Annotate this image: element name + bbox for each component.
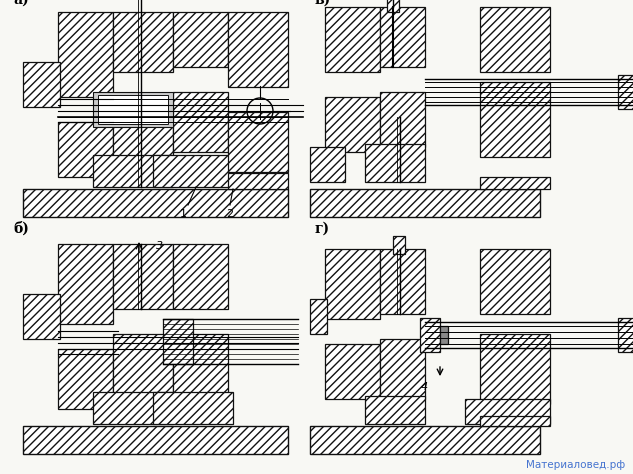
- Bar: [380, 7, 425, 67]
- Bar: [325, 97, 380, 152]
- Bar: [380, 249, 425, 314]
- Bar: [153, 155, 233, 187]
- Text: 3: 3: [156, 241, 163, 251]
- Bar: [480, 7, 550, 72]
- Bar: [420, 318, 440, 352]
- Text: 1: 1: [180, 209, 187, 219]
- Text: в): в): [315, 0, 331, 7]
- Bar: [113, 12, 173, 72]
- Bar: [618, 318, 633, 352]
- Bar: [58, 349, 113, 409]
- Text: а): а): [13, 0, 28, 7]
- Bar: [480, 249, 550, 314]
- Bar: [310, 426, 540, 454]
- Bar: [228, 173, 288, 189]
- Bar: [440, 326, 448, 344]
- Bar: [113, 97, 173, 157]
- Bar: [173, 244, 228, 309]
- Bar: [380, 92, 425, 147]
- Bar: [153, 392, 233, 424]
- Text: б): б): [13, 222, 29, 236]
- Bar: [58, 122, 113, 177]
- Text: Материаловед.рф: Материаловед.рф: [526, 460, 625, 470]
- Bar: [93, 392, 173, 424]
- Bar: [58, 12, 113, 97]
- Bar: [480, 334, 550, 404]
- Bar: [480, 177, 550, 189]
- Bar: [228, 112, 288, 172]
- Bar: [58, 244, 113, 324]
- Bar: [98, 95, 168, 124]
- Bar: [310, 189, 540, 217]
- Bar: [23, 189, 288, 217]
- Bar: [228, 12, 288, 87]
- Text: 4: 4: [421, 382, 428, 392]
- Bar: [480, 416, 550, 426]
- Bar: [173, 12, 228, 67]
- Bar: [310, 299, 327, 334]
- Bar: [618, 75, 633, 109]
- Bar: [365, 396, 425, 424]
- Bar: [465, 399, 550, 424]
- Bar: [387, 0, 399, 12]
- Text: 2: 2: [227, 209, 234, 219]
- Bar: [380, 339, 425, 399]
- Bar: [23, 294, 60, 339]
- Bar: [325, 344, 380, 399]
- Bar: [365, 144, 425, 182]
- Text: г): г): [315, 222, 330, 236]
- Bar: [93, 155, 173, 187]
- Bar: [113, 244, 173, 309]
- Bar: [325, 7, 380, 72]
- Bar: [163, 319, 193, 364]
- Bar: [173, 334, 228, 399]
- Bar: [393, 236, 405, 254]
- Bar: [325, 249, 380, 319]
- Bar: [23, 62, 60, 107]
- Bar: [93, 92, 173, 127]
- Bar: [23, 426, 288, 454]
- Bar: [480, 82, 550, 157]
- Bar: [310, 147, 345, 182]
- Bar: [173, 92, 228, 152]
- Bar: [113, 334, 173, 394]
